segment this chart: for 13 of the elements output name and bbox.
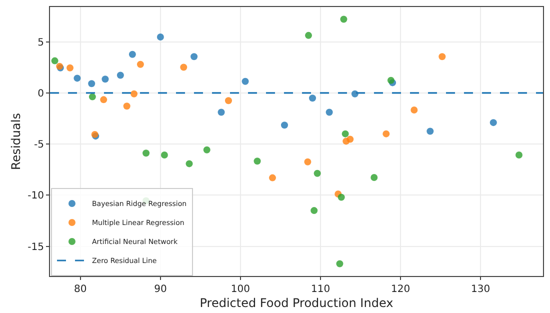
y-tick-label: -5 [34, 140, 44, 151]
x-tick-label: 110 [310, 284, 330, 295]
x-tick-label: 120 [390, 284, 410, 295]
x-tick-label: 80 [74, 284, 87, 295]
y-tick-label: -10 [28, 190, 44, 202]
y-tick-label: 5 [38, 37, 44, 48]
x-axis-title: Predicted Food Production Index [200, 296, 394, 310]
x-tick-label: 100 [230, 284, 250, 295]
y-axis-title: Residuals [8, 113, 23, 170]
x-tick-label: 130 [471, 284, 490, 295]
x-tick-label: 90 [154, 284, 167, 295]
y-tick-label: -15 [28, 242, 44, 253]
y-tick-label: 0 [38, 88, 44, 100]
